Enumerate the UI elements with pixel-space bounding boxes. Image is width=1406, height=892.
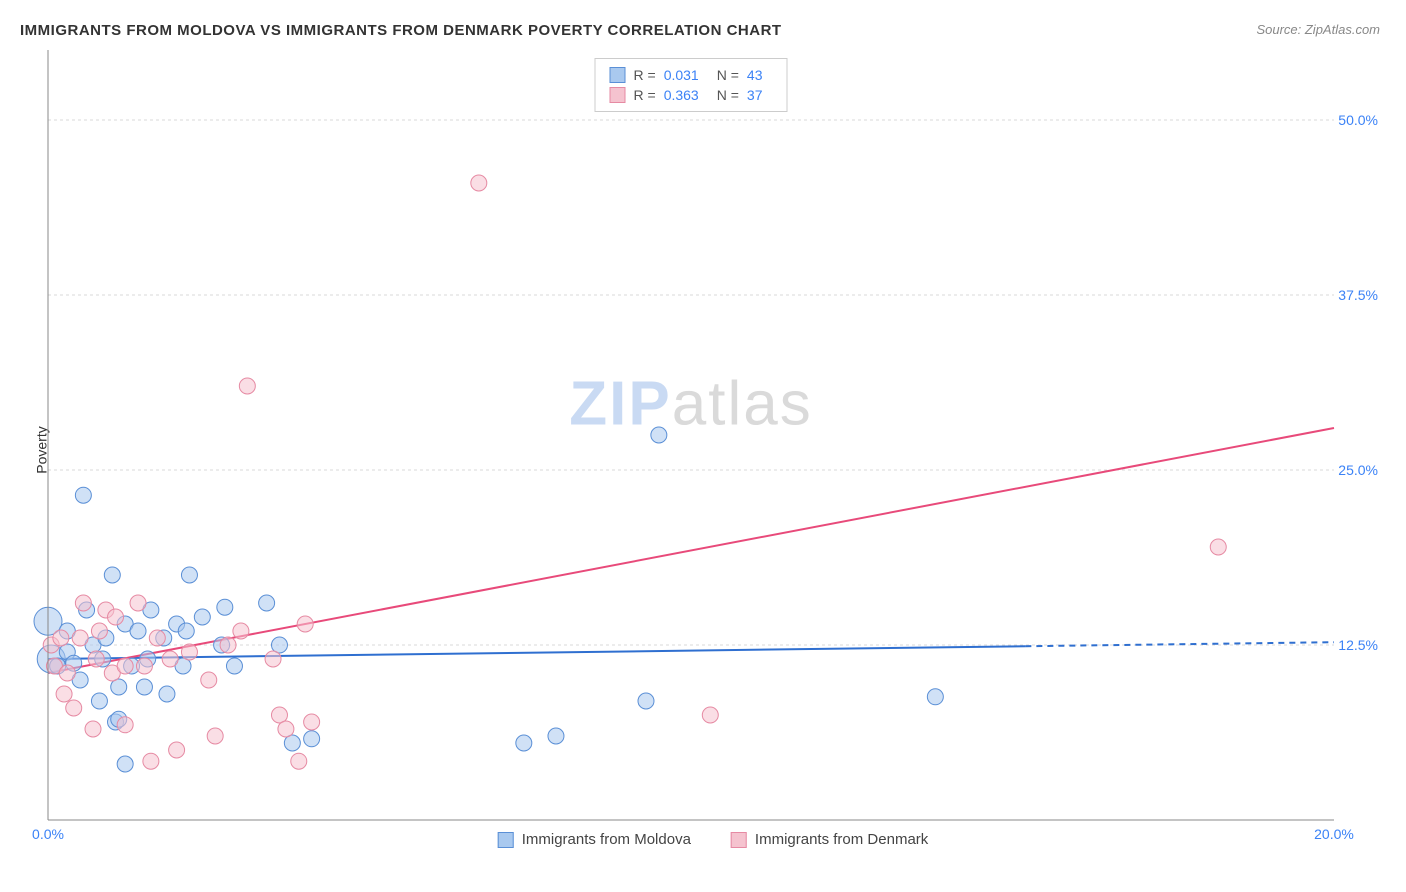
legend-item-denmark: Immigrants from Denmark [731,831,928,848]
legend-label: Immigrants from Denmark [755,831,928,848]
legend-swatch-moldova [610,67,626,83]
y-tick-label: 37.5% [1338,287,1378,303]
legend-swatch-denmark [610,87,626,103]
scatter-plot-svg [48,50,1334,820]
legend-item-moldova: Immigrants from Moldova [498,831,691,848]
n-label: N = [717,87,739,103]
y-tick-label: 12.5% [1338,637,1378,653]
r-value: 0.031 [664,67,699,83]
n-value: 43 [747,67,763,83]
r-value: 0.363 [664,87,699,103]
legend-stats-row: R = 0.031 N = 43 [610,65,773,85]
source-attribution: Source: ZipAtlas.com [1256,22,1380,37]
y-tick-label: 25.0% [1338,462,1378,478]
legend-swatch-denmark [731,832,747,848]
legend-swatch-moldova [498,832,514,848]
y-tick-label: 50.0% [1338,112,1378,128]
n-label: N = [717,67,739,83]
n-value: 37 [747,87,763,103]
chart-container: Poverty ZIPatlas R = 0.031 N = 43 R = 0.… [48,50,1378,850]
r-label: R = [634,87,656,103]
legend-stats-row: R = 0.363 N = 37 [610,85,773,105]
chart-title: IMMIGRANTS FROM MOLDOVA VS IMMIGRANTS FR… [20,22,782,39]
plot-area: ZIPatlas R = 0.031 N = 43 R = 0.363 N = … [48,50,1334,820]
r-label: R = [634,67,656,83]
x-tick-label: 0.0% [32,826,64,842]
legend-stats: R = 0.031 N = 43 R = 0.363 N = 37 [595,58,788,112]
x-tick-label: 20.0% [1314,826,1354,842]
legend-series: Immigrants from Moldova Immigrants from … [498,831,929,848]
legend-label: Immigrants from Moldova [522,831,691,848]
